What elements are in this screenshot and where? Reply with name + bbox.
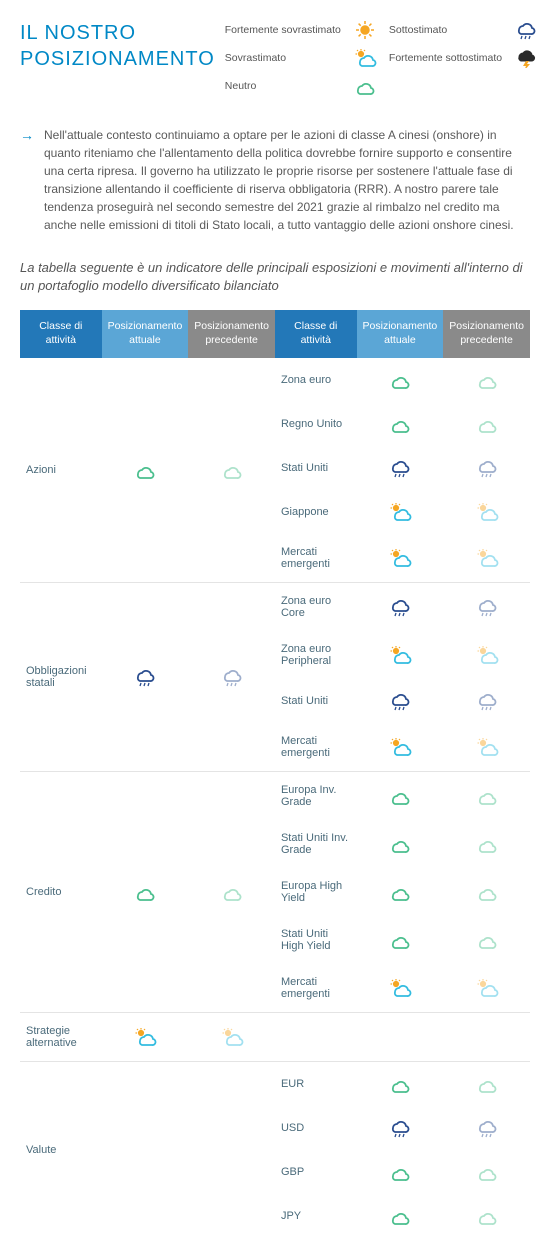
main-group-previous bbox=[188, 358, 275, 583]
rain-icon bbox=[512, 20, 540, 40]
th-current-2: Posizionamento attuale bbox=[357, 310, 444, 357]
detail-previous bbox=[443, 868, 530, 916]
detail-label: Europa Inv. Grade bbox=[275, 771, 357, 820]
detail-previous bbox=[443, 1012, 530, 1061]
detail-previous bbox=[443, 916, 530, 964]
main-group-label: Credito bbox=[20, 771, 102, 1012]
detail-current bbox=[357, 679, 444, 723]
detail-current bbox=[357, 402, 444, 446]
arrow-bullet-icon: → bbox=[20, 128, 34, 234]
detail-label: EUR bbox=[275, 1061, 357, 1106]
th-asset-class-1: Classe di attività bbox=[20, 310, 102, 357]
detail-previous bbox=[443, 820, 530, 868]
detail-label bbox=[275, 1012, 357, 1061]
detail-current bbox=[357, 868, 444, 916]
detail-label: Mercati emergenti bbox=[275, 534, 357, 583]
main-group-current bbox=[102, 1061, 189, 1238]
page-title: IL NOSTRO POSIZIONAMENTO bbox=[20, 20, 215, 96]
storm-icon bbox=[512, 48, 540, 68]
detail-previous bbox=[443, 358, 530, 402]
detail-current bbox=[357, 631, 444, 679]
detail-label: Stati Uniti High Yield bbox=[275, 916, 357, 964]
detail-previous bbox=[443, 1106, 530, 1150]
detail-label: Giappone bbox=[275, 490, 357, 534]
detail-previous bbox=[443, 534, 530, 583]
detail-previous bbox=[443, 446, 530, 490]
main-group-previous bbox=[188, 1012, 275, 1061]
sun-icon bbox=[351, 20, 379, 40]
detail-current bbox=[357, 1150, 444, 1194]
detail-current bbox=[357, 582, 444, 631]
legend-strong-under-label: Fortemente sottostimato bbox=[389, 52, 502, 64]
detail-current bbox=[357, 1106, 444, 1150]
detail-label: Zona euro Peripheral bbox=[275, 631, 357, 679]
detail-previous bbox=[443, 1061, 530, 1106]
detail-label: Europa High Yield bbox=[275, 868, 357, 916]
cloud-icon bbox=[351, 76, 379, 96]
table-caption: La tabella seguente è un indicatore dell… bbox=[20, 259, 530, 295]
main-group-current bbox=[102, 358, 189, 583]
detail-previous bbox=[443, 490, 530, 534]
th-current-1: Posizionamento attuale bbox=[102, 310, 189, 357]
main-group-current bbox=[102, 771, 189, 1012]
detail-current bbox=[357, 490, 444, 534]
bullet-text: Nell'attuale contesto continuiamo a opta… bbox=[44, 126, 530, 234]
title-line-1: IL NOSTRO bbox=[20, 22, 136, 44]
main-group-previous bbox=[188, 582, 275, 771]
detail-previous bbox=[443, 964, 530, 1013]
detail-previous bbox=[443, 723, 530, 772]
detail-current bbox=[357, 916, 444, 964]
th-previous-2: Posizionamento precedente bbox=[443, 310, 530, 357]
main-group-previous bbox=[188, 1061, 275, 1238]
detail-previous bbox=[443, 1194, 530, 1238]
sun-cloud-icon bbox=[351, 48, 379, 68]
th-previous-1: Posizionamento precedente bbox=[188, 310, 275, 357]
positioning-table: Classe di attività Posizionamento attual… bbox=[20, 310, 530, 1237]
detail-label: USD bbox=[275, 1106, 357, 1150]
detail-current bbox=[357, 1012, 444, 1061]
detail-previous bbox=[443, 631, 530, 679]
legend-strong-over-label: Fortemente sovrastimato bbox=[225, 24, 341, 36]
detail-current bbox=[357, 358, 444, 402]
legend-over-label: Sovrastimato bbox=[225, 52, 341, 64]
detail-label: Stati Uniti bbox=[275, 679, 357, 723]
main-group-current bbox=[102, 1012, 189, 1061]
detail-previous bbox=[443, 679, 530, 723]
detail-current bbox=[357, 1061, 444, 1106]
legend: Fortemente sovrastimato Sottostimato Sov… bbox=[225, 20, 540, 96]
detail-previous bbox=[443, 402, 530, 446]
detail-label: Mercati emergenti bbox=[275, 964, 357, 1013]
detail-label: Regno Unito bbox=[275, 402, 357, 446]
th-asset-class-2: Classe di attività bbox=[275, 310, 357, 357]
main-group-label: Strategie alternative bbox=[20, 1012, 102, 1061]
main-group-current bbox=[102, 582, 189, 771]
detail-label: Stati Uniti bbox=[275, 446, 357, 490]
detail-label: Stati Uniti Inv. Grade bbox=[275, 820, 357, 868]
detail-previous bbox=[443, 582, 530, 631]
main-group-label: Valute bbox=[20, 1061, 102, 1238]
detail-previous bbox=[443, 771, 530, 820]
detail-previous bbox=[443, 1150, 530, 1194]
detail-current bbox=[357, 723, 444, 772]
detail-current bbox=[357, 534, 444, 583]
detail-label: Mercati emergenti bbox=[275, 723, 357, 772]
detail-current bbox=[357, 446, 444, 490]
detail-current bbox=[357, 1194, 444, 1238]
main-group-label: Obbligazioni statali bbox=[20, 582, 102, 771]
detail-label: GBP bbox=[275, 1150, 357, 1194]
main-group-label: Azioni bbox=[20, 358, 102, 583]
legend-under-label: Sottostimato bbox=[389, 24, 502, 36]
detail-current bbox=[357, 820, 444, 868]
title-line-2: POSIZIONAMENTO bbox=[20, 48, 215, 70]
detail-current bbox=[357, 771, 444, 820]
detail-label: JPY bbox=[275, 1194, 357, 1238]
detail-label: Zona euro Core bbox=[275, 582, 357, 631]
legend-neutral-label: Neutro bbox=[225, 80, 341, 92]
detail-current bbox=[357, 964, 444, 1013]
main-group-previous bbox=[188, 771, 275, 1012]
detail-label: Zona euro bbox=[275, 358, 357, 402]
